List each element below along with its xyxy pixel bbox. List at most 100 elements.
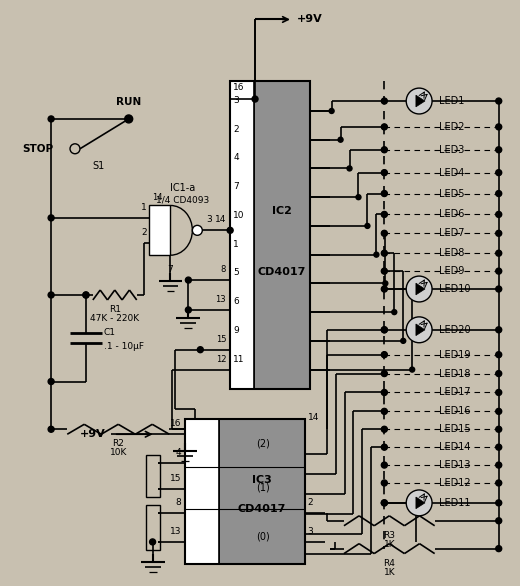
Circle shape [381, 170, 387, 176]
Text: LED14: LED14 [439, 442, 471, 452]
Text: R4: R4 [383, 558, 395, 568]
Circle shape [496, 190, 502, 196]
Text: IC2: IC2 [272, 206, 292, 216]
Text: LED11: LED11 [439, 498, 471, 508]
Circle shape [382, 352, 387, 357]
Text: LED15: LED15 [439, 424, 471, 434]
Circle shape [381, 250, 387, 256]
Circle shape [252, 96, 258, 102]
Text: 15: 15 [216, 335, 226, 344]
Circle shape [496, 230, 502, 236]
Circle shape [496, 426, 502, 432]
Text: .1 - 10μF: .1 - 10μF [104, 342, 144, 350]
Circle shape [382, 445, 387, 449]
Text: 2: 2 [308, 498, 314, 507]
Text: 11: 11 [233, 355, 244, 364]
Circle shape [401, 338, 406, 343]
Circle shape [382, 390, 387, 395]
Circle shape [382, 147, 387, 152]
Circle shape [496, 480, 502, 486]
Text: LED6: LED6 [439, 209, 464, 219]
Circle shape [496, 327, 502, 333]
Bar [254, 81, 310, 390]
Text: 1K: 1K [383, 540, 395, 548]
Text: 8: 8 [221, 265, 226, 274]
Circle shape [496, 250, 502, 256]
Circle shape [48, 426, 54, 432]
Circle shape [382, 191, 387, 196]
Text: 3: 3 [308, 527, 314, 536]
Text: 47K - 220K: 47K - 220K [90, 314, 139, 323]
Text: 1/4 CD4093: 1/4 CD4093 [156, 195, 209, 204]
Text: 14: 14 [152, 193, 163, 203]
Text: LED12: LED12 [439, 478, 471, 488]
Text: 2: 2 [233, 125, 239, 134]
Text: LED3: LED3 [439, 145, 464, 155]
Text: LED8: LED8 [439, 248, 464, 258]
Bar [186, 420, 219, 564]
Text: LED16: LED16 [439, 406, 471, 417]
Circle shape [48, 292, 54, 298]
Circle shape [381, 480, 387, 486]
Circle shape [496, 408, 502, 414]
Text: 4: 4 [176, 448, 181, 456]
Text: CD4017: CD4017 [238, 504, 286, 514]
Circle shape [496, 546, 502, 551]
Circle shape [48, 116, 54, 122]
Circle shape [382, 409, 387, 414]
Circle shape [381, 98, 387, 104]
Polygon shape [149, 206, 171, 255]
Circle shape [382, 212, 387, 217]
Circle shape [381, 500, 387, 506]
Circle shape [186, 307, 191, 313]
Circle shape [48, 379, 54, 384]
Text: +9V: +9V [80, 429, 106, 440]
Text: 3: 3 [233, 96, 239, 105]
Circle shape [381, 352, 387, 357]
Circle shape [374, 252, 379, 257]
Text: LED7: LED7 [439, 229, 464, 239]
Polygon shape [416, 95, 425, 107]
Text: 14: 14 [215, 216, 226, 224]
Text: 1: 1 [233, 240, 239, 248]
Circle shape [382, 124, 387, 130]
Circle shape [365, 223, 370, 229]
Text: LED18: LED18 [439, 369, 471, 379]
Text: 1K: 1K [383, 567, 395, 577]
Text: LED19: LED19 [439, 350, 471, 360]
Circle shape [356, 195, 361, 200]
Circle shape [381, 426, 387, 432]
Text: C1: C1 [104, 328, 116, 337]
Circle shape [381, 500, 387, 506]
Text: 9: 9 [233, 326, 239, 335]
Polygon shape [416, 324, 425, 336]
Text: S1: S1 [93, 161, 105, 171]
Circle shape [381, 444, 387, 450]
Text: 14: 14 [308, 413, 319, 423]
Circle shape [347, 166, 352, 171]
Circle shape [192, 226, 202, 236]
Circle shape [496, 370, 502, 377]
Circle shape [381, 230, 387, 236]
Circle shape [186, 277, 191, 283]
Bar [146, 505, 160, 550]
Polygon shape [416, 283, 425, 295]
Text: IC1-a: IC1-a [170, 183, 195, 193]
Circle shape [383, 281, 388, 286]
Circle shape [381, 268, 387, 274]
Circle shape [382, 231, 387, 236]
Circle shape [329, 108, 334, 114]
Text: 1: 1 [141, 203, 147, 212]
Text: LED17: LED17 [439, 387, 471, 397]
Text: R1: R1 [109, 305, 121, 314]
Text: 2: 2 [141, 228, 147, 237]
Text: 12: 12 [216, 355, 226, 364]
Text: LED2: LED2 [439, 122, 464, 132]
Bar [230, 81, 254, 390]
Circle shape [381, 370, 387, 377]
Text: 7: 7 [233, 182, 239, 191]
Circle shape [406, 317, 432, 343]
Circle shape [197, 347, 203, 353]
Polygon shape [416, 497, 425, 509]
Circle shape [496, 170, 502, 176]
